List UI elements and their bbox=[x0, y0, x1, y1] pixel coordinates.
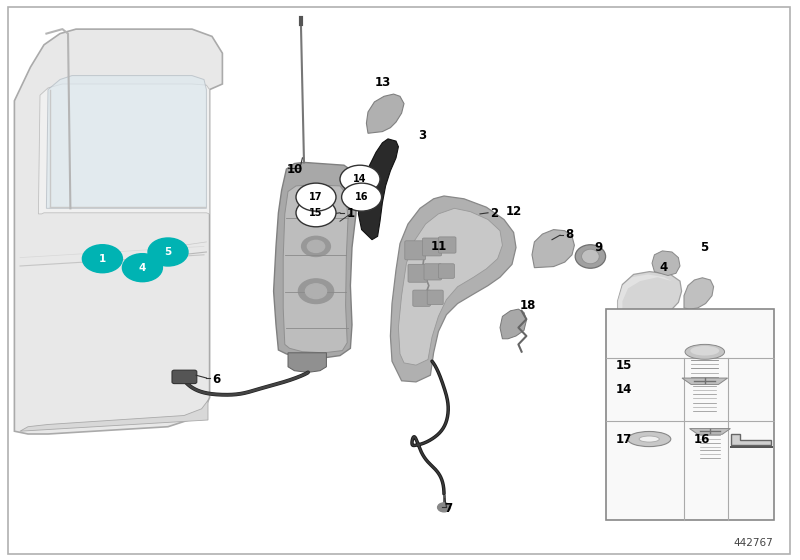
Circle shape bbox=[148, 238, 188, 266]
Text: 11: 11 bbox=[430, 240, 446, 253]
Circle shape bbox=[298, 279, 334, 304]
Circle shape bbox=[302, 236, 330, 256]
FancyBboxPatch shape bbox=[438, 264, 454, 278]
Text: 1: 1 bbox=[346, 207, 354, 221]
Ellipse shape bbox=[690, 346, 719, 356]
Text: 4: 4 bbox=[138, 263, 146, 273]
Text: 2: 2 bbox=[490, 207, 498, 221]
FancyBboxPatch shape bbox=[413, 290, 430, 306]
Ellipse shape bbox=[575, 245, 606, 268]
Text: 17: 17 bbox=[616, 432, 632, 446]
Text: 442767: 442767 bbox=[733, 538, 773, 548]
Ellipse shape bbox=[685, 344, 725, 360]
Circle shape bbox=[342, 183, 382, 211]
Text: 15: 15 bbox=[616, 358, 632, 372]
Polygon shape bbox=[652, 251, 680, 276]
Polygon shape bbox=[690, 428, 730, 435]
Circle shape bbox=[122, 254, 162, 282]
Text: 14: 14 bbox=[354, 174, 366, 184]
Text: 12: 12 bbox=[506, 205, 522, 218]
Text: 7: 7 bbox=[444, 502, 452, 515]
Ellipse shape bbox=[628, 432, 671, 447]
Polygon shape bbox=[618, 274, 672, 318]
FancyBboxPatch shape bbox=[438, 237, 456, 253]
Ellipse shape bbox=[639, 436, 659, 442]
FancyBboxPatch shape bbox=[424, 264, 442, 280]
Polygon shape bbox=[274, 162, 356, 358]
Circle shape bbox=[296, 183, 336, 211]
FancyBboxPatch shape bbox=[606, 309, 774, 520]
Text: 18: 18 bbox=[520, 298, 536, 312]
FancyBboxPatch shape bbox=[408, 264, 427, 282]
Polygon shape bbox=[684, 278, 714, 309]
Text: 15: 15 bbox=[310, 208, 322, 218]
Polygon shape bbox=[46, 76, 206, 208]
Polygon shape bbox=[14, 29, 222, 434]
Polygon shape bbox=[358, 139, 398, 240]
Text: 3: 3 bbox=[418, 129, 426, 142]
Text: 1: 1 bbox=[98, 254, 106, 264]
Polygon shape bbox=[618, 272, 682, 329]
Circle shape bbox=[82, 245, 122, 273]
Polygon shape bbox=[730, 446, 773, 448]
Polygon shape bbox=[500, 309, 526, 339]
Circle shape bbox=[307, 240, 325, 253]
Circle shape bbox=[298, 193, 322, 210]
Text: 4: 4 bbox=[660, 261, 668, 274]
Text: 17: 17 bbox=[310, 192, 322, 202]
Circle shape bbox=[303, 197, 318, 207]
Polygon shape bbox=[20, 400, 208, 431]
FancyBboxPatch shape bbox=[422, 238, 442, 256]
Text: 5: 5 bbox=[164, 247, 172, 257]
Text: 16: 16 bbox=[355, 192, 368, 202]
FancyBboxPatch shape bbox=[405, 241, 426, 260]
Text: 13: 13 bbox=[374, 76, 390, 90]
Polygon shape bbox=[283, 185, 348, 353]
Text: 16: 16 bbox=[694, 432, 710, 446]
Polygon shape bbox=[682, 378, 728, 384]
Polygon shape bbox=[532, 230, 574, 268]
Text: 5: 5 bbox=[700, 241, 708, 254]
FancyBboxPatch shape bbox=[427, 290, 443, 305]
Circle shape bbox=[438, 503, 450, 512]
Circle shape bbox=[296, 199, 336, 227]
Polygon shape bbox=[731, 434, 771, 445]
Circle shape bbox=[306, 284, 326, 298]
Text: 6: 6 bbox=[212, 373, 220, 386]
Text: 8: 8 bbox=[566, 227, 574, 241]
FancyBboxPatch shape bbox=[172, 370, 197, 384]
Polygon shape bbox=[366, 94, 404, 133]
Circle shape bbox=[340, 165, 380, 193]
Text: 10: 10 bbox=[286, 162, 302, 176]
Polygon shape bbox=[38, 84, 210, 214]
Text: 9: 9 bbox=[594, 241, 602, 254]
Text: 14: 14 bbox=[616, 383, 632, 396]
Polygon shape bbox=[288, 353, 326, 372]
Polygon shape bbox=[398, 208, 502, 365]
Ellipse shape bbox=[582, 249, 599, 264]
Polygon shape bbox=[390, 196, 516, 382]
